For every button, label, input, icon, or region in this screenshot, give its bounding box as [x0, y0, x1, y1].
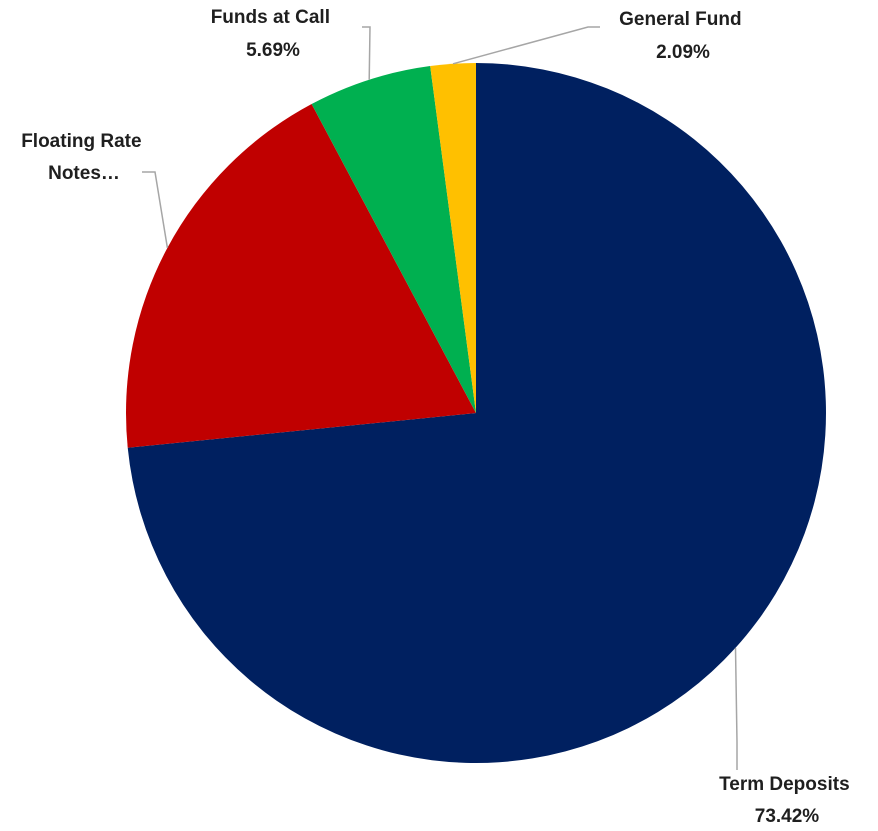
pie-slice-term-deposits [127, 63, 826, 763]
leader-line-term-deposits [734, 647, 738, 770]
slice-value-general-fund: 2.09% [656, 42, 710, 63]
data-label-funds-at-call: Funds at Call 5.69% [211, 7, 336, 61]
slice-name-funds-at-call: Funds at Call [211, 7, 330, 28]
pie-slices [125, 62, 826, 763]
leader-lines [142, 26, 738, 770]
pie-slice-general-fund [430, 62, 476, 413]
pie-slice-floating-rate-notes [125, 103, 476, 448]
slice-name-floating-rate-notes-line1: Floating Rate [21, 131, 141, 152]
pie-slice-funds-at-call [311, 66, 476, 413]
leader-line-funds-at-call [362, 26, 371, 80]
slice-value-funds-at-call: 5.69% [246, 40, 300, 61]
data-label-term-deposits: Term Deposits 73.42% [719, 774, 855, 827]
slice-name-general-fund: General Fund [619, 9, 741, 30]
data-label-general-fund: General Fund 2.09% [619, 9, 747, 63]
slice-value-term-deposits: 73.42% [755, 806, 820, 827]
leader-line-general-fund [452, 26, 600, 65]
data-label-floating-rate-notes: Floating Rate Notes… [21, 131, 147, 184]
leader-line-floating-rate-notes [142, 171, 169, 249]
slice-name-term-deposits: Term Deposits [719, 774, 850, 795]
slice-name-floating-rate-notes-line2: Notes… [48, 163, 120, 184]
